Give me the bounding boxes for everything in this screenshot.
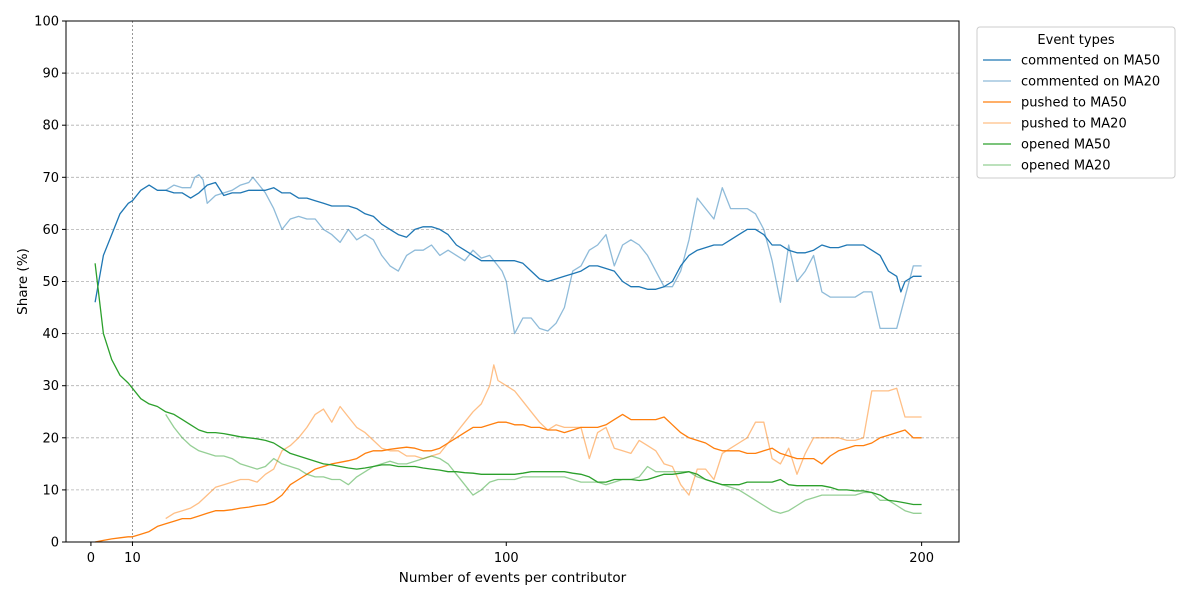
x-tick-label: 10 [124, 551, 141, 566]
legend-label: pushed to MA20 [1021, 117, 1127, 132]
y-tick-label: 100 [34, 15, 59, 30]
y-tick-label: 50 [42, 275, 59, 290]
legend-items: commented on MA50 commented on MA20 pushed… [983, 54, 1160, 174]
series-line-1 [165, 174, 922, 335]
legend-title: Event types [1037, 33, 1114, 48]
legend-label: commented on MA20 [1021, 75, 1160, 90]
y-tick-label: 40 [42, 327, 59, 342]
y-tick-label: 20 [42, 431, 59, 446]
y-axis-ticks: 0 10 20 30 40 50 60 70 80 90 100 [34, 15, 66, 551]
legend-label: pushed to MA50 [1021, 96, 1127, 111]
y-tick-label: 0 [51, 536, 59, 551]
legend-label: opened MA20 [1021, 159, 1110, 174]
series-line-2 [94, 413, 922, 543]
x-tick-label: 0 [87, 551, 95, 566]
series-line-5 [165, 414, 922, 514]
y-tick-label: 30 [42, 379, 59, 394]
legend-label: opened MA50 [1021, 138, 1110, 153]
y-tick-label: 80 [42, 119, 59, 134]
x-tick-label: 100 [494, 551, 519, 566]
y-axis-label: Share (%) [15, 248, 31, 315]
series-lines [94, 174, 922, 543]
legend-box [976, 26, 1176, 179]
series-line-3 [165, 364, 922, 520]
legend-label: commented on MA50 [1021, 54, 1160, 69]
y-tick-label: 60 [42, 223, 59, 238]
x-axis-label: Number of events per contributor [399, 570, 627, 586]
series-line-0 [94, 181, 922, 303]
y-tick-label: 70 [42, 171, 59, 186]
series-line-4 [94, 263, 922, 506]
y-tick-label: 90 [42, 67, 59, 82]
x-axis-ticks: 0 10 100 200 [87, 542, 934, 566]
y-tick-label: 10 [42, 483, 59, 498]
x-tick-label: 200 [909, 551, 934, 566]
gridlines [66, 20, 959, 543]
